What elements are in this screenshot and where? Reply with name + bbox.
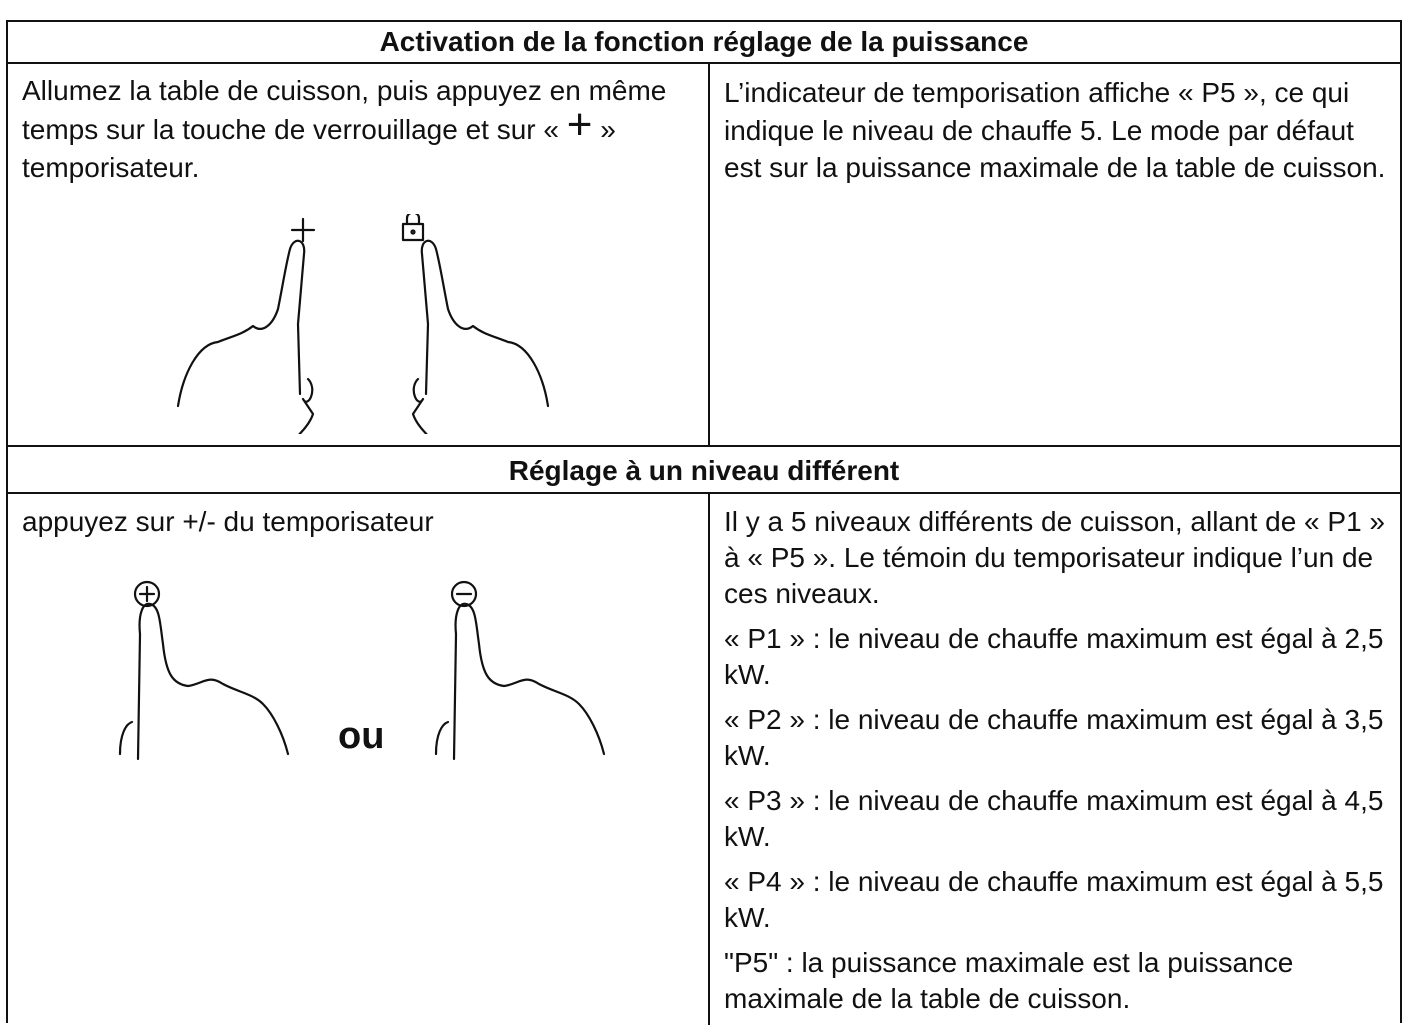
instruction: » temporisateur. — [22, 114, 616, 183]
column-border — [708, 64, 710, 445]
section-title: Activation de la fonction réglage de la … — [379, 26, 1029, 57]
level-description: « P4 » : le niveau de chauffe maximum es… — [724, 866, 1384, 933]
description: L’indicateur de temporisation affiche « … — [724, 77, 1386, 183]
row-border — [8, 62, 1400, 64]
cell: L’indicateur de temporisation affiche « … — [710, 64, 1400, 445]
level-description: « P1 » : le niveau de chauffe maximum es… — [724, 623, 1384, 690]
level-description: « P3 » : le niveau de chauffe maximum es… — [724, 785, 1384, 852]
row-border — [8, 492, 1400, 494]
level-description: "P5" : la puissance maximale est la puis… — [724, 947, 1294, 1014]
cell: Allumez la table de cuisson, puis appuye… — [8, 64, 708, 445]
level-description: « P2 » : le niveau de chauffe maximum es… — [724, 704, 1384, 771]
cell: Il y a 5 niveaux différents de cuisson, … — [710, 494, 1400, 1025]
plus-symbol: + — [566, 100, 593, 149]
hands-illustration — [176, 214, 550, 434]
cell: appuyez sur +/- du temporisateur ou — [8, 494, 708, 1025]
section-title: Réglage à un niveau différent — [508, 455, 900, 486]
table: Activation de la fonction réglage de la … — [6, 20, 1402, 1025]
column-border — [708, 494, 710, 1025]
separator: ou — [338, 715, 385, 757]
row-border — [8, 445, 1400, 447]
instruction: Allumez la table de cuisson, puis appuye… — [22, 75, 667, 145]
instruction: appuyez sur +/- du temporisateur — [22, 506, 434, 537]
buttons-illustration — [118, 580, 606, 761]
level-description: Il y a 5 niveaux différents de cuisson, … — [724, 506, 1386, 609]
